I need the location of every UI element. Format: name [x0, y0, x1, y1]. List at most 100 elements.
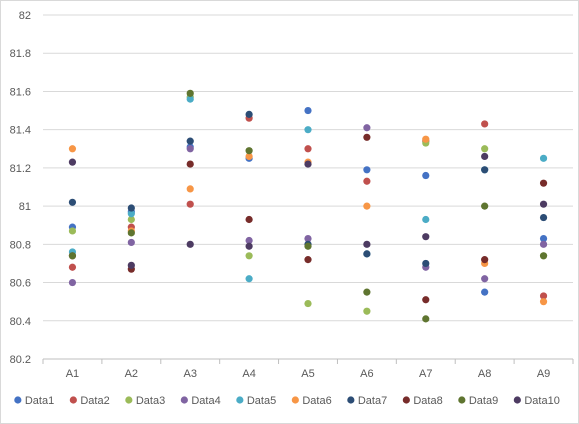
y-tick-label: 81 [19, 201, 31, 213]
data-point-data8 [422, 296, 430, 304]
y-tick-label: 81.4 [10, 125, 31, 137]
y-tick-label: 82 [19, 10, 31, 22]
data-point-data6 [68, 145, 77, 153]
data-point-data2 [304, 145, 312, 153]
legend-label: Data10 [524, 395, 559, 407]
legend-marker [291, 396, 299, 404]
data-point-data3 [363, 307, 371, 315]
legend-marker [236, 396, 244, 404]
data-point-data9 [363, 288, 371, 296]
y-tick-label: 80.8 [10, 239, 31, 251]
data-point-data10 [245, 242, 253, 250]
data-point-data6 [539, 298, 548, 306]
x-tick-label: A6 [360, 368, 373, 380]
data-point-data4 [481, 275, 489, 283]
data-point-data10 [481, 152, 489, 161]
data-point-data9 [539, 252, 548, 260]
legend-marker [347, 396, 355, 404]
data-point-data7 [363, 250, 371, 258]
legend-label: Data3 [136, 395, 165, 407]
legend-marker [69, 396, 77, 404]
y-tick-label: 81.6 [10, 86, 31, 98]
data-point-data8 [304, 256, 312, 264]
x-tick-label: A1 [66, 368, 79, 380]
data-point-data9 [245, 147, 253, 155]
x-tick-label: A7 [419, 368, 432, 380]
data-point-data8 [539, 179, 548, 187]
legend-marker [458, 396, 466, 404]
data-point-data9 [304, 242, 312, 250]
legend-label: Data9 [469, 395, 498, 407]
data-point-data5 [186, 95, 194, 103]
y-tick-label: 81.2 [10, 163, 31, 175]
y-tick-label: 80.4 [10, 316, 31, 328]
data-point-data8 [481, 256, 489, 264]
data-point-data1 [363, 166, 371, 174]
data-point-data4 [186, 145, 194, 153]
data-point-data8 [363, 133, 371, 141]
data-point-data3 [68, 227, 77, 235]
y-tick-label: 80.6 [10, 278, 31, 290]
data-point-data9 [68, 252, 77, 260]
data-point-data7 [539, 213, 548, 222]
data-point-data6 [422, 135, 430, 143]
y-tick-label: 81.8 [10, 48, 31, 60]
data-point-data4 [245, 236, 253, 245]
data-point-data2 [481, 120, 489, 128]
data-point-data3 [481, 145, 489, 153]
legend-marker [402, 396, 410, 404]
data-point-data1 [481, 288, 489, 296]
data-point-data1 [422, 171, 430, 180]
legend-label: Data1 [25, 395, 54, 407]
data-point-data3 [127, 215, 135, 224]
data-point-data4 [304, 235, 312, 243]
x-tick-label: A5 [301, 368, 314, 380]
legend-label: Data8 [413, 395, 442, 407]
data-point-data6 [363, 202, 371, 210]
data-point-data7 [127, 204, 135, 212]
legend: Data1 Data2 Data3 Data4 Data5 Data6 Data7 Data8… [14, 395, 560, 407]
legend-label: Data5 [247, 395, 276, 407]
data-point-data8 [186, 160, 194, 168]
data-point-data3 [245, 252, 253, 260]
data-point-data4 [68, 278, 77, 287]
data-point-data2 [186, 200, 194, 208]
data-point-data4 [363, 124, 371, 132]
data-point-data9 [127, 229, 135, 237]
data-point-data7 [422, 259, 430, 268]
data-point-data2 [363, 177, 371, 185]
x-tick-label: A8 [478, 368, 491, 380]
data-point-data5 [304, 126, 312, 134]
data-point-data10 [68, 158, 77, 166]
data-point-data2 [539, 292, 548, 300]
data-point-data10 [304, 160, 312, 168]
data-point-data9 [186, 89, 194, 97]
legend-marker [125, 396, 133, 404]
data-point-data7 [186, 137, 194, 145]
legend-label: Data7 [358, 395, 387, 407]
data-point-data4 [539, 240, 548, 248]
data-point-data6 [186, 185, 194, 193]
data-point-data9 [481, 202, 489, 210]
x-tick-label: A9 [537, 368, 550, 380]
y-axis-ticks: 80.2 80.4 80.6 80.8 81 81.2 81.4 81.6 81.8 82 [10, 10, 31, 366]
data-point-data2 [68, 263, 77, 271]
data-point-data10 [127, 261, 135, 269]
data-point-data6 [245, 152, 253, 161]
x-tick-label: A2 [125, 368, 138, 380]
data-point-data4 [127, 238, 135, 247]
data-point-data5 [539, 154, 548, 162]
x-axis-ticks: A1 A2 A3 A4 A5 A6 A7 A8 A9 [42, 359, 574, 380]
data-point-data1 [539, 235, 548, 243]
data-point-data7 [481, 166, 489, 174]
legend-label: Data6 [302, 395, 331, 407]
legend-label: Data4 [191, 395, 220, 407]
data-point-data10 [422, 233, 430, 241]
data-point-data7 [68, 198, 77, 206]
data-point-data5 [422, 215, 430, 224]
x-tick-label: A3 [183, 368, 196, 380]
legend-label: Data2 [80, 395, 109, 407]
